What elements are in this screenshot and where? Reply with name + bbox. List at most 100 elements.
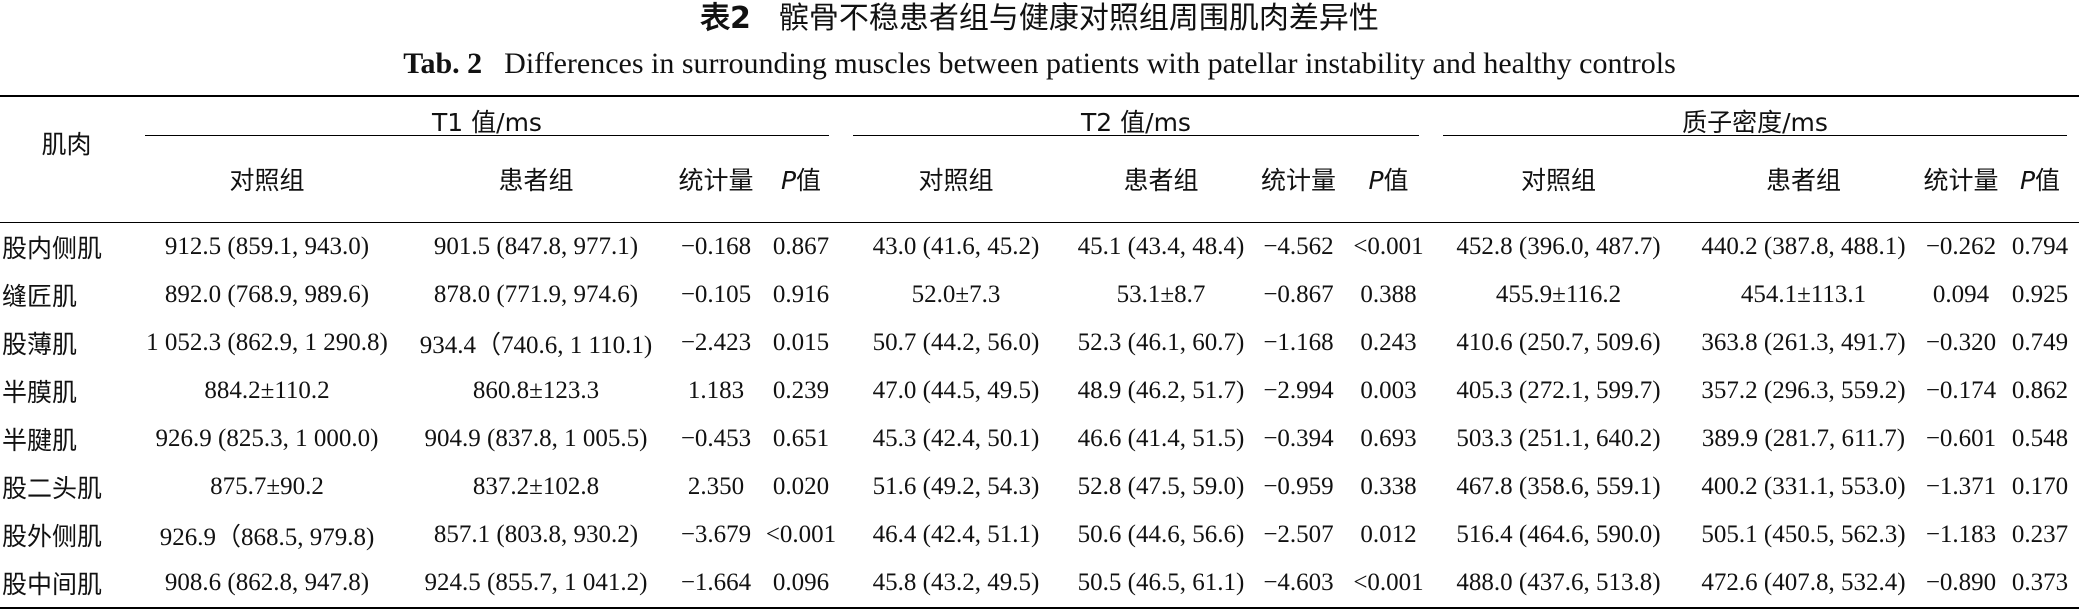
cell: −1.168 [1263,329,1334,356]
cell: −0.105 [680,281,752,308]
cell: 926.9 (825.3, 1 000.0) [155,425,379,452]
cell: 0.862 [2011,377,2069,404]
cell: <0.001 [1353,233,1424,260]
cell: 51.6 (49.2, 54.3) [872,473,1040,500]
subheader-cell: P值 [761,140,841,223]
cell: 472.6 (407.8, 532.4) [1701,569,1906,596]
cell: 884.2±110.2 [204,377,330,404]
cell: 50.6 (44.6, 56.6) [1077,521,1245,548]
title-cn: 表2 髌骨不稳患者组与健康对照组周围肌肉差异性 [0,0,2079,38]
cell: 410.6 (250.7, 509.6) [1456,329,1661,356]
cell: −3.679 [680,521,752,548]
cell: 1 052.3 (862.9, 1 290.8) [146,329,388,356]
cell: 454.1±113.1 [1740,281,1867,308]
cell: 860.8±123.3 [472,377,600,404]
table-row: 半腱肌 926.9 (825.3, 1 000.0) 904.9 (837.8, 1… [0,415,2079,463]
subheader: 患者组 [1123,166,1199,195]
cell: 0.693 [1360,425,1417,452]
cell: <0.001 [1353,569,1424,596]
cell: −0.320 [1925,329,1997,356]
cell: −2.423 [680,329,752,356]
cell: −2.994 [1263,377,1334,404]
subheader-cell: P值 [2001,140,2079,223]
muscle-name: 缝匠肌 [2,282,78,311]
cell: −0.959 [1263,473,1334,500]
subheader: 对照组 [918,166,994,195]
subheader: P值 [780,166,822,195]
muscle-name: 半膜肌 [2,378,78,407]
cell: 47.0 (44.5, 49.5) [872,377,1040,404]
group-header-cell: T1 值/ms [133,96,841,140]
cell: 912.5 (859.1, 943.0) [164,233,370,260]
cell: −0.394 [1263,425,1334,452]
cell: 0.867 [772,233,830,260]
cell: 389.9 (281.7, 611.7) [1701,425,1906,452]
cell: 0.237 [2011,521,2069,548]
subheader-cell: 患者组 [1686,140,1921,223]
cell: 0.548 [2011,425,2069,452]
cell: 934.4（740.6, 1 110.1) [419,332,653,359]
cell: 0.925 [2011,281,2069,308]
cell: 857.1 (803.8, 930.2) [433,521,639,548]
row-header: 肌肉 [0,96,133,223]
cell: −0.262 [1925,233,1997,260]
subheader: P值 [1368,166,1409,195]
muscle-name: 股外侧肌 [2,522,103,551]
cell: 892.0 (768.9, 989.6) [164,281,370,308]
cell: 0.015 [772,329,830,356]
cell: 924.5 (855.7, 1 041.2) [424,569,648,596]
cell: 50.7 (44.2, 56.0) [872,329,1040,356]
cell: 43.0 (41.6, 45.2) [872,233,1040,260]
cell: 46.4 (42.4, 51.1) [872,521,1040,548]
subheader: P值 [2019,166,2061,195]
cell: 452.8 (396.0, 487.7) [1456,233,1661,260]
cell: −0.867 [1263,281,1334,308]
cell: 878.0 (771.9, 974.6) [433,281,639,308]
cell: 908.6 (862.8, 947.8) [164,569,370,596]
subheader: 统计量 [1260,166,1336,195]
cell: 0.794 [2011,233,2069,260]
cell: −0.890 [1925,569,1997,596]
cell: 926.9（868.5, 979.8) [159,524,375,551]
group-header: 质子密度/ms [1443,97,2067,137]
cell: 0.239 [772,377,830,404]
cell: −1.371 [1925,473,1997,500]
subheader-cell: P值 [1346,140,1431,223]
title-text: 髌骨不稳患者组与健康对照组周围肌肉差异性 [778,1,1379,36]
cell: 0.916 [772,281,830,308]
cell: 904.9 (837.8, 1 005.5) [424,425,648,452]
table-row: 股中间肌 908.6 (862.8, 947.8) 924.5 (855.7, 1 … [0,559,2079,608]
cell: 503.3 (251.1, 640.2) [1456,425,1661,452]
muscle-name: 股内侧肌 [2,234,103,263]
cell: 875.7±90.2 [210,473,324,500]
cell: −1.664 [680,569,752,596]
title-label: 表2 [700,1,751,36]
cell: 53.1±8.7 [1116,281,1206,308]
cell: <0.001 [765,521,837,548]
group-header: T2 值/ms [853,97,1419,137]
table-row: 股二头肌 875.7±90.2 837.2±102.8 2.350 0.020 51.6 … [0,463,2079,511]
cell: 0.012 [1360,521,1417,548]
cell: 0.749 [2011,329,2069,356]
cell: 363.8 (261.3, 491.7) [1701,329,1906,356]
subheader-cell: 患者组 [1071,140,1251,223]
cell: 488.0 (437.6, 513.8) [1456,569,1661,596]
subheader: 对照组 [1520,166,1596,195]
subheader-cell: 统计量 [671,140,761,223]
cell: 357.2 (296.3, 559.2) [1701,377,1906,404]
cell: 46.6 (41.4, 51.5) [1077,425,1245,452]
cell: 440.2 (387.8, 488.1) [1701,233,1906,260]
cell: 52.8 (47.5, 59.0) [1077,473,1245,500]
title-en: Tab. 2 Differences in surrounding muscles… [0,38,2079,86]
cell: −0.601 [1925,425,1997,452]
table-row: 缝匠肌 892.0 (768.9, 989.6) 878.0 (771.9, 974… [0,271,2079,319]
cell: −0.174 [1925,377,1997,404]
cell: −0.168 [680,233,752,260]
subheader: 对照组 [229,166,305,195]
cell: 45.3 (42.4, 50.1) [872,425,1040,452]
header-row: 肌肉 T1 值/ms T2 值/ms 质子密度/ms [0,96,2079,223]
cell: 45.8 (43.2, 49.5) [872,569,1040,596]
muscle-name: 股薄肌 [2,330,78,359]
cell: 0.338 [1360,473,1417,500]
